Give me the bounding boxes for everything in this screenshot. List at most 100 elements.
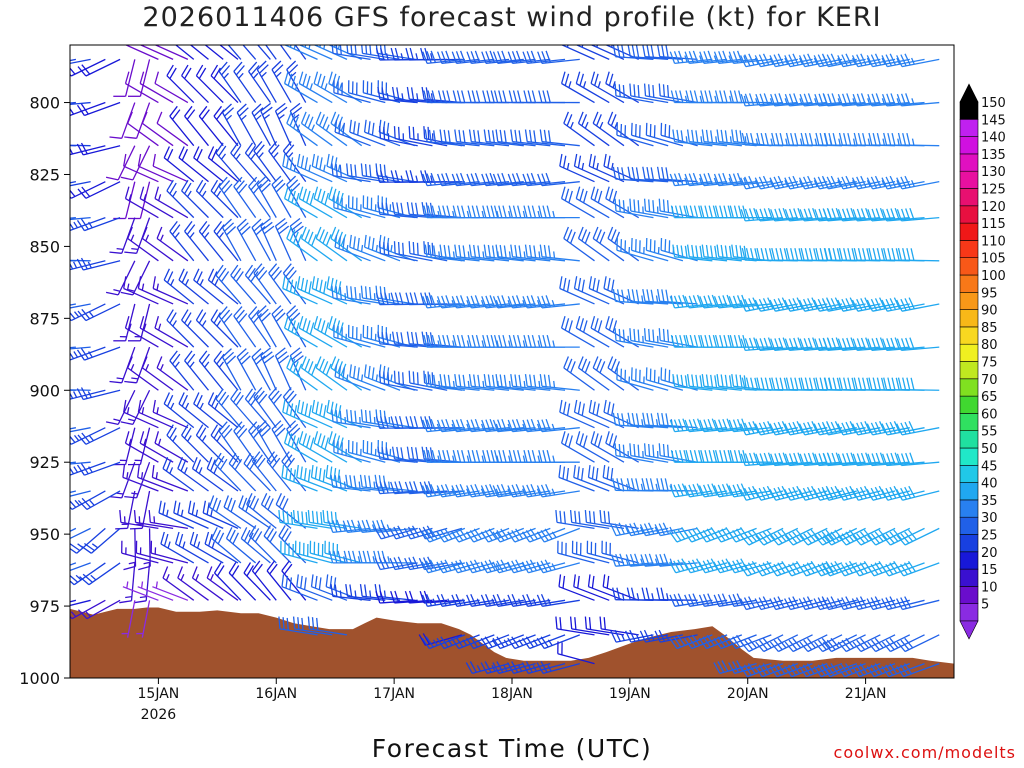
barb-feather xyxy=(902,377,907,390)
wind-barb xyxy=(377,331,418,348)
barb-staff xyxy=(644,56,683,61)
barb-feather xyxy=(425,87,429,100)
barb-feather xyxy=(843,377,848,390)
barb-feather xyxy=(711,418,718,431)
barb-half-feather xyxy=(713,55,718,63)
barb-staff xyxy=(122,476,159,492)
barb-feather xyxy=(530,50,537,63)
barb-half-feather xyxy=(770,138,774,146)
barb-staff xyxy=(282,411,318,429)
barb-feather xyxy=(490,205,495,218)
barb-feather xyxy=(736,418,743,432)
barb-feather xyxy=(573,276,578,289)
barb-feather xyxy=(859,486,867,499)
barb-staff xyxy=(195,319,224,348)
barb-feather xyxy=(533,130,537,143)
wind-barb xyxy=(627,412,669,429)
wind-barb xyxy=(560,45,595,60)
barb-staff xyxy=(561,198,595,219)
wind-barb xyxy=(70,389,106,400)
barb-half-feather xyxy=(214,279,219,286)
barb-feather xyxy=(286,420,297,430)
barb-feather xyxy=(800,132,805,146)
wind-barb xyxy=(139,71,174,104)
barb-feather xyxy=(346,163,349,176)
barb-feather xyxy=(678,172,684,186)
barb-feather xyxy=(323,405,327,418)
barb-feather xyxy=(605,71,610,84)
barb-feather xyxy=(689,90,694,103)
barb-feather xyxy=(729,205,734,218)
barb-half-feather xyxy=(139,595,147,599)
barb-feather xyxy=(56,298,61,309)
barb-feather xyxy=(610,229,617,242)
barb-feather xyxy=(154,431,160,444)
barb-staff xyxy=(90,527,121,554)
barb-staff xyxy=(379,98,418,104)
barb-feather xyxy=(70,392,74,399)
barb-feather xyxy=(758,176,766,189)
barb-staff xyxy=(213,115,239,147)
barb-feather xyxy=(594,73,599,86)
barb-feather xyxy=(250,271,259,282)
barb-staff xyxy=(819,427,857,436)
barb-feather xyxy=(575,71,581,84)
barb-half-feather xyxy=(867,138,871,146)
barb-feather xyxy=(289,347,301,357)
barb-feather xyxy=(169,312,177,324)
barb-half-feather xyxy=(897,138,900,146)
barb-feather xyxy=(908,421,915,433)
barb-staff xyxy=(616,249,654,262)
barb-feather xyxy=(575,431,581,444)
barb-feather xyxy=(406,86,410,100)
barb-feather xyxy=(511,484,518,497)
barb-feather xyxy=(597,320,603,333)
barb-staff xyxy=(163,157,195,183)
barb-staff xyxy=(221,356,242,391)
wind-barb xyxy=(137,465,174,492)
barb-staff xyxy=(645,339,684,348)
barb-feather xyxy=(195,424,204,436)
barb-feather xyxy=(339,164,342,178)
barb-staff xyxy=(512,385,551,391)
barb-staff xyxy=(901,101,940,107)
barb-feather xyxy=(813,377,818,390)
barb-staff xyxy=(286,367,318,391)
barb-feather xyxy=(736,172,743,186)
barb-feather xyxy=(860,93,867,106)
barb-feather xyxy=(846,208,852,221)
barb-feather xyxy=(512,450,518,463)
barb-feather xyxy=(81,64,91,75)
wind-barb xyxy=(274,347,292,391)
barb-feather xyxy=(508,334,513,348)
barb-feather xyxy=(39,133,42,145)
barb-feather xyxy=(896,177,903,190)
barb-feather xyxy=(426,484,433,497)
barb-half-feather xyxy=(388,416,391,424)
barb-feather xyxy=(529,129,533,143)
barb-feather xyxy=(714,450,720,463)
barb-feather xyxy=(822,55,829,67)
barb-feather xyxy=(213,452,222,464)
barb-feather xyxy=(454,244,458,257)
barb-feather xyxy=(559,399,563,413)
barb-feather xyxy=(317,73,322,86)
barb-staff xyxy=(441,141,480,147)
barb-feather xyxy=(307,469,311,482)
barb-staff xyxy=(901,388,940,391)
barb-feather xyxy=(206,456,213,469)
wind-barb xyxy=(282,276,318,305)
barb-feather xyxy=(220,394,230,406)
barb-staff xyxy=(178,403,209,429)
barb-feather xyxy=(323,281,327,294)
barb-feather xyxy=(838,132,843,146)
wind-barb xyxy=(256,305,277,348)
barb-feather xyxy=(538,334,543,348)
barb-feather xyxy=(80,545,92,554)
barb-half-feather xyxy=(199,402,204,410)
barb-feather xyxy=(282,140,292,152)
barb-feather xyxy=(293,281,298,294)
barb-staff xyxy=(615,339,654,348)
barb-feather xyxy=(262,221,273,231)
